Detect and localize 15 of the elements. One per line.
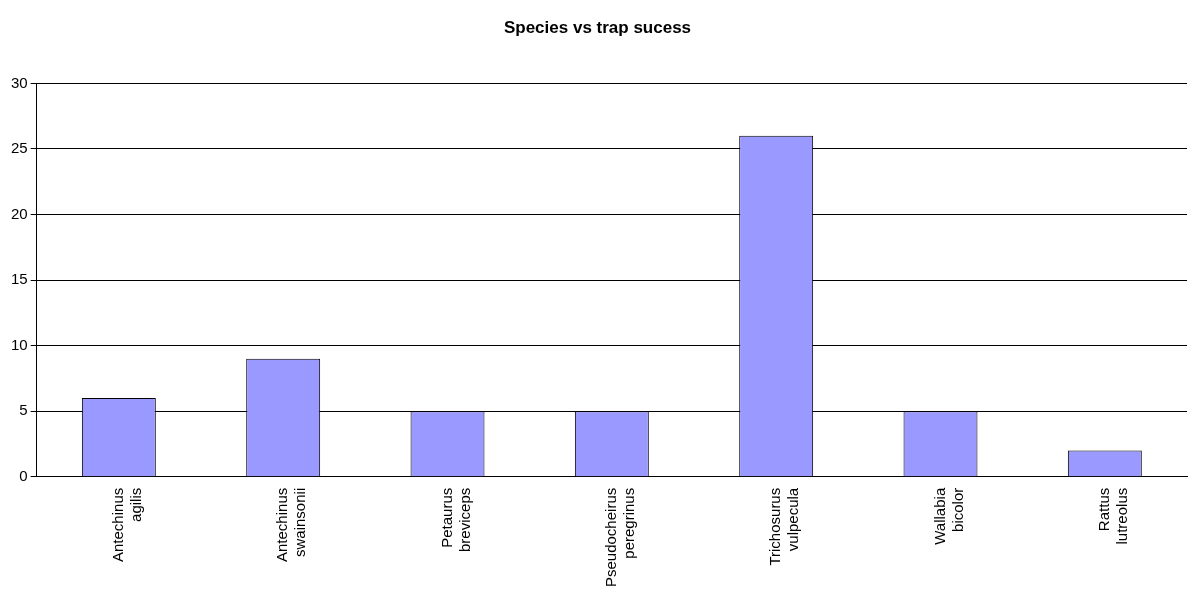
x-tick-label: Antechinus swainsonii [273, 487, 309, 562]
x-tick-label: Rattus lutreolus [1094, 487, 1130, 545]
chart-title: Species vs trap sucess [503, 17, 692, 37]
x-tick-label: Antechinus agilis [108, 487, 144, 562]
y-tick-label: 15 [11, 270, 28, 288]
y-tick-label: 25 [11, 139, 28, 157]
y-tick-label: 30 [11, 73, 28, 91]
y-tick-label: 0 [19, 466, 28, 484]
y-tick-label: 20 [11, 204, 28, 222]
x-tick-label: Petaurus breviceps [437, 487, 473, 552]
y-tick-label: 10 [11, 335, 28, 353]
y-tick-label: 5 [19, 401, 28, 419]
x-tick-label: Trichosurus vulpecula [766, 487, 802, 566]
x-tick-label: Pseudocheirus peregrinus [601, 487, 637, 588]
x-tick-label: Wallabia bicolor [930, 487, 966, 545]
